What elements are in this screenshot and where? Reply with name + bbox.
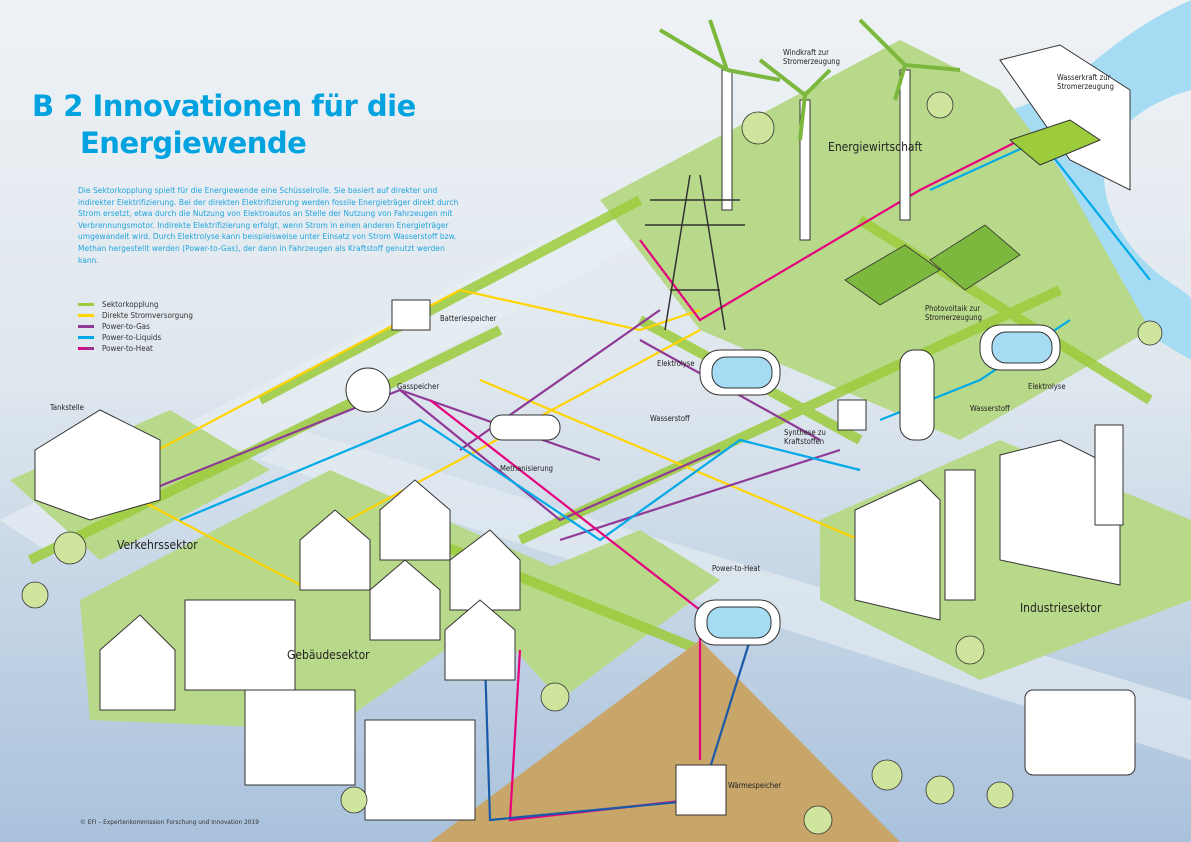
road [260, 430, 1191, 760]
legend-item: Sektorkopplung [78, 299, 193, 310]
solar-panel-icon [844, 224, 1021, 306]
legend-item: Power-to-Heat [78, 343, 193, 354]
sector-verkehrssektor: Verkehrssektor [117, 538, 198, 552]
legend-label: Power-to-Gas [102, 322, 150, 331]
tree-icon [21, 91, 1163, 835]
legend-item: Power-to-Gas [78, 321, 193, 332]
label-waermespeicher: Wärmespeicher [728, 781, 782, 790]
sector-industriesektor: Industriesektor [1020, 601, 1102, 615]
label-gasspeicher: Gasspeicher [397, 382, 440, 391]
sector-energiewirtschaft: Energiewirtschaft [828, 140, 923, 154]
label-batteriespeicher: Batteriespeicher [440, 314, 497, 323]
legend-item: Power-to-Liquids [78, 332, 193, 343]
legend-label: Sektorkopplung [102, 300, 159, 309]
label-wasserkraft: Wasserkraft zur Stromerzeugung [1057, 73, 1114, 91]
line-power-to-gas [149, 309, 841, 542]
legend-swatch [78, 303, 94, 306]
page-title: B 2 Innovationen für die Energiewende [32, 88, 416, 162]
line-heat-blue [483, 639, 752, 822]
legend-swatch [78, 325, 94, 328]
hydro-dam-icon [999, 44, 1131, 191]
legend-swatch [78, 336, 94, 339]
label-photovoltaik: Photovoltaik zur Stromerzeugung [925, 304, 982, 322]
underground [430, 640, 900, 842]
building-icon [34, 409, 1136, 821]
legend-label: Power-to-Heat [102, 344, 153, 353]
label-windkraft: Windkraft zur Stromerzeugung [783, 48, 840, 66]
label-synthese: Synthese zu Kraftstoffen [784, 428, 826, 446]
line-direkte-stromversorgung [119, 288, 861, 591]
river [967, 0, 1191, 360]
electrolyser-icon [345, 299, 1061, 816]
title-line1: B 2 Innovationen für die [32, 89, 416, 123]
label-elektrolyse-1: Elektrolyse [657, 359, 695, 368]
legend: Sektorkopplung Direkte Stromversorgung P… [78, 299, 193, 354]
legend-item: Direkte Stromversorgung [78, 310, 193, 321]
wind-turbine-icon [658, 18, 961, 241]
legend-swatch [78, 314, 94, 317]
footer-copyright: © EFI – Expertenkommission Forschung und… [80, 818, 259, 826]
legend-label: Power-to-Liquids [102, 333, 162, 342]
intro-text: Die Sektorkopplung spielt für die Energi… [78, 185, 459, 265]
label-power-to-heat: Power-to-Heat [712, 564, 761, 573]
label-tankstelle: Tankstelle [50, 403, 84, 412]
title-line2: Energiewende [80, 126, 307, 160]
label-wasserstoff-2: Wasserstoff [970, 404, 1010, 413]
power-pylon-icon [645, 174, 745, 331]
sector-gebaeudesektor: Gebäudesektor [287, 648, 370, 662]
legend-swatch [78, 347, 94, 350]
legend-label: Direkte Stromversorgung [102, 311, 193, 320]
label-elektrolyse-2: Elektrolyse [1028, 382, 1066, 391]
label-methanisierung: Methanisierung [500, 464, 553, 473]
label-wasserstoff-1: Wasserstoff [650, 414, 690, 423]
